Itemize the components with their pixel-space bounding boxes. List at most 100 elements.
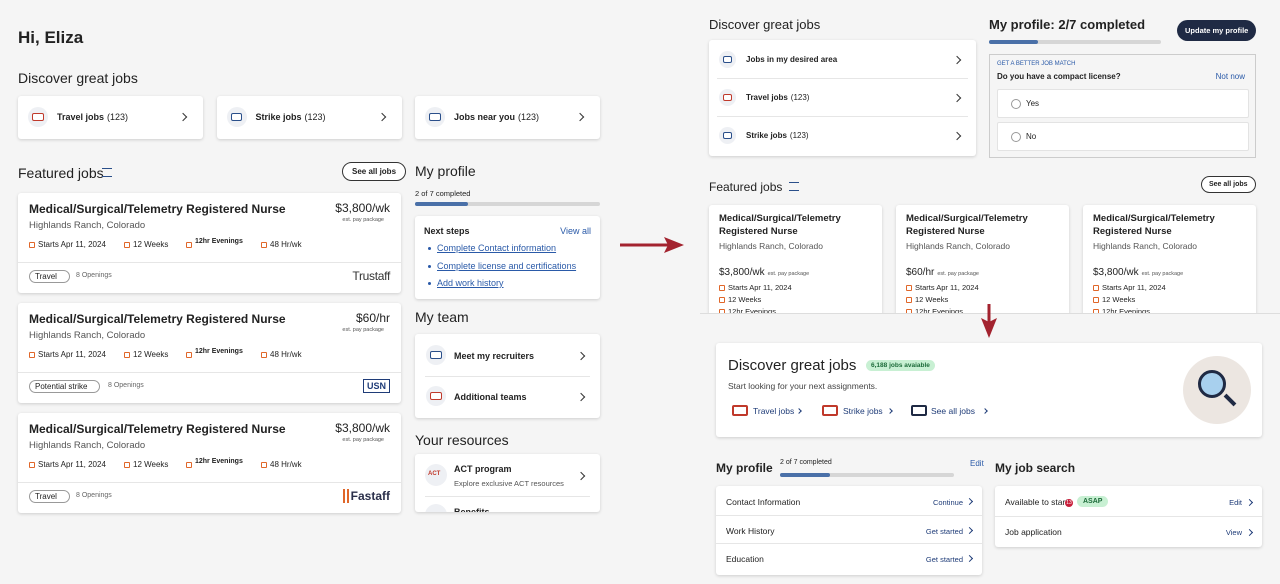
icon	[226, 107, 247, 127]
row-action[interactable]: Get started	[925, 555, 963, 564]
link-icon	[911, 405, 927, 416]
chevron[interactable]	[965, 526, 974, 534]
separator	[18, 262, 401, 263]
icon	[719, 89, 736, 106]
link[interactable]: Add work history	[437, 278, 504, 288]
list-item[interactable]: Jobs in my desired area	[746, 55, 837, 64]
count: (123)	[789, 131, 809, 140]
filter-icon	[102, 168, 112, 177]
chevron[interactable]	[576, 351, 586, 361]
radio-option[interactable]: Yes	[997, 89, 1249, 118]
card: Medical/Surgical/Telemetry Registered Nu…	[18, 303, 401, 403]
list-item[interactable]: Benefits	[454, 507, 490, 512]
chevron[interactable]	[952, 131, 962, 141]
pay: $3,800/wk	[1093, 267, 1139, 278]
chevron[interactable]	[377, 112, 386, 122]
card[interactable]: Travel jobs (123)	[18, 96, 203, 139]
section-title: My profile	[415, 163, 476, 179]
job-tag: Travel	[29, 490, 70, 503]
card: Meet my recruiters Additional teams	[415, 334, 600, 418]
count: (123)	[790, 93, 810, 102]
list-item[interactable]: Strike jobs (123)	[746, 131, 809, 140]
detail-icon	[124, 352, 130, 358]
row-action[interactable]: Get started	[925, 526, 963, 536]
brand-logo: Fastaff	[342, 489, 390, 503]
link[interactable]: Not now	[1215, 72, 1245, 81]
pay-note: est. pay package	[1141, 271, 1184, 277]
link[interactable]: See all jobs	[931, 406, 975, 416]
icon	[719, 127, 736, 144]
link[interactable]: View all	[560, 226, 591, 236]
chevron[interactable]	[178, 112, 188, 122]
pay: $60/hr	[906, 267, 935, 278]
pay: $3,800/wk	[719, 267, 765, 278]
list-item[interactable]: Additional teams	[454, 392, 527, 402]
card[interactable]: Strike jobs (123)	[216, 96, 402, 139]
separator	[716, 543, 982, 544]
bullet	[428, 282, 431, 285]
progress-fill	[989, 40, 1039, 44]
job-detail: 12 Weeks	[915, 295, 949, 304]
row-action[interactable]: Edit	[1229, 498, 1242, 507]
button[interactable]: See all jobs	[1201, 176, 1256, 193]
chevron[interactable]	[576, 392, 586, 402]
icon-glyph	[230, 113, 243, 121]
link[interactable]: Complete Contact information	[437, 243, 557, 253]
row-action[interactable]: Continue	[932, 498, 963, 507]
link[interactable]: Travel jobs	[753, 406, 795, 416]
link[interactable]: Complete license and certifications	[437, 260, 577, 271]
job-title: Medical/Surgical/Telemetry Registered Nu…	[29, 202, 286, 216]
chevron[interactable]	[952, 55, 962, 65]
chevron[interactable]	[575, 112, 585, 122]
bullet	[428, 247, 431, 250]
greeting: Hi, Eliza	[18, 28, 84, 47]
job-detail: Starts Apr 11, 2024	[915, 283, 979, 292]
list-item[interactable]: Travel jobs (123)	[746, 93, 809, 102]
list-item[interactable]: Meet my recruiters	[454, 351, 535, 361]
button[interactable]: See all jobs	[342, 162, 407, 181]
chevron[interactable]	[965, 554, 974, 563]
count: (123)	[518, 112, 540, 122]
job-detail: 12hr Evenings	[915, 307, 963, 313]
job-detail: 12hr Evenings	[728, 307, 776, 313]
job-detail: 12hr Evenings	[195, 458, 243, 465]
list-item[interactable]: ACT program	[454, 464, 512, 474]
button[interactable]: Update my profile	[1177, 20, 1257, 41]
job-tag: Travel	[29, 270, 70, 283]
detail-icon	[906, 297, 912, 303]
job-detail: Starts Apr 11, 2024	[38, 240, 106, 249]
job-detail: 12 Weeks	[728, 295, 762, 304]
chevron[interactable]	[952, 93, 962, 103]
link[interactable]: Edit	[970, 459, 984, 468]
job-location: Highlands Ranch, Colorado	[29, 440, 146, 451]
icon-text: ACT	[428, 471, 441, 477]
chevron[interactable]	[887, 408, 893, 414]
hero-title: Discover great jobs	[728, 357, 857, 374]
openings: 8 Openings	[76, 272, 112, 279]
link-icon	[822, 405, 838, 416]
card: GET A BETTER JOB MATCH Do you have a comp…	[989, 54, 1256, 158]
progress-track	[989, 40, 1161, 44]
chevron[interactable]	[796, 408, 802, 414]
chevron[interactable]	[1245, 528, 1254, 537]
chevron[interactable]	[576, 471, 586, 481]
detail-icon	[186, 352, 192, 358]
job-pay: $3,800/wk est. pay package	[1093, 262, 1183, 280]
chevron[interactable]	[1245, 498, 1254, 507]
icon	[425, 504, 447, 512]
radio-option[interactable]: No	[997, 122, 1249, 151]
option-label: Yes	[1026, 99, 1040, 108]
hero-illustration	[1183, 356, 1251, 424]
job-location: Highlands Ranch, Colorado	[29, 220, 146, 231]
detail-icon	[1093, 309, 1099, 313]
chevron[interactable]	[965, 497, 974, 506]
row-label: Available to start	[1005, 497, 1068, 507]
row-action[interactable]: View	[1225, 528, 1242, 537]
job-tag: Potential strike	[29, 380, 101, 393]
card[interactable]: Jobs near you (123)	[415, 96, 600, 139]
card: Jobs in my desired area Travel jobs (123) S…	[709, 40, 976, 156]
job-detail: 48 Hr/wk	[270, 460, 302, 469]
divider	[700, 313, 1280, 314]
chevron[interactable]	[982, 408, 988, 414]
link[interactable]: Strike jobs	[843, 406, 883, 416]
